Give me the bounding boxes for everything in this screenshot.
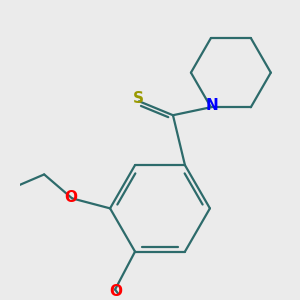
Text: N: N — [206, 98, 218, 113]
Text: O: O — [109, 284, 122, 298]
Text: O: O — [64, 190, 78, 205]
Text: S: S — [133, 91, 143, 106]
